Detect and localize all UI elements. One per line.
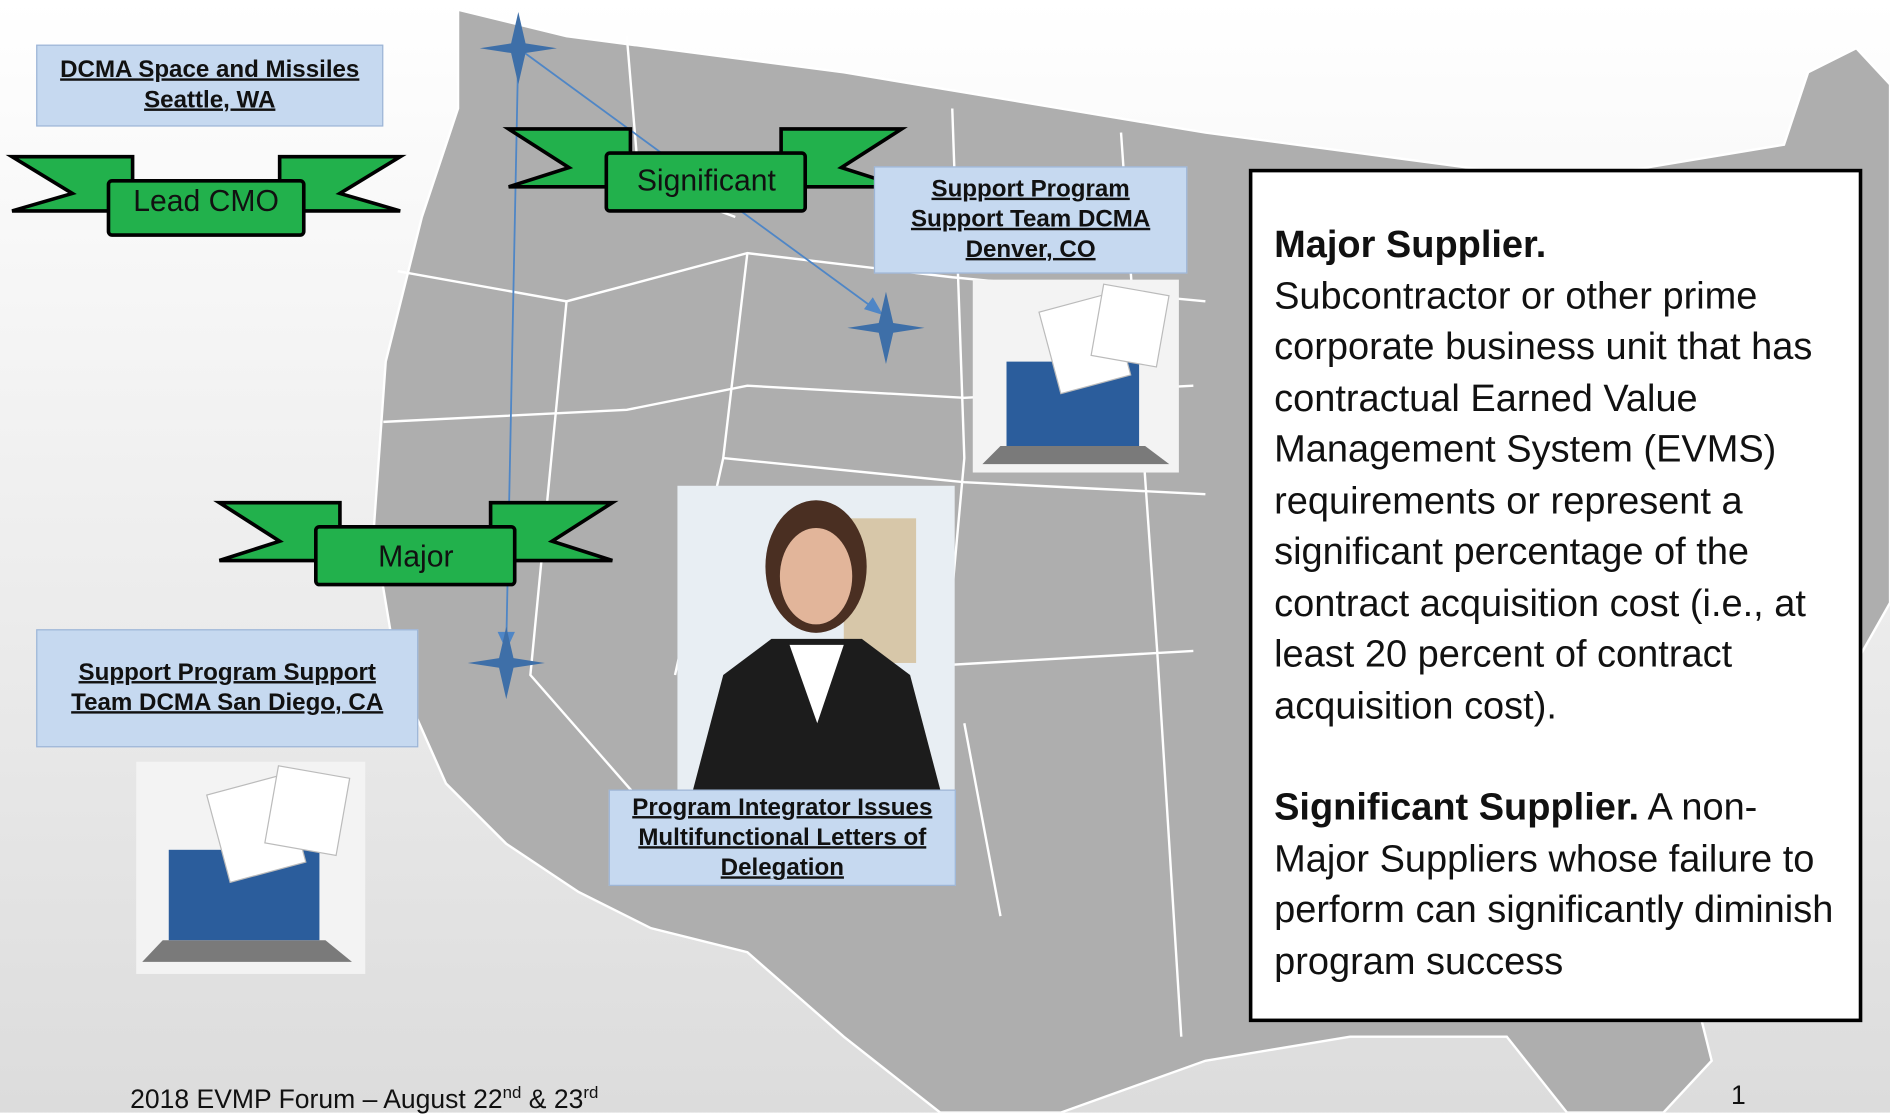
ribbon-label: Significant — [609, 164, 804, 199]
definition: Significant Supplier. A non-Major Suppli… — [1274, 781, 1837, 986]
definitions-box: Major Supplier. Subcontractor or other pr… — [1249, 169, 1863, 1022]
location-label: Program Integrator Issues Multifunctiona… — [609, 790, 956, 886]
footer-text: 2018 EVMP Forum – August 22 — [130, 1084, 502, 1114]
footer-sup: rd — [583, 1082, 598, 1101]
page: DCMA Space and Missiles Seattle, WA Supp… — [0, 0, 1890, 1113]
ribbon-label: Lead CMO — [111, 184, 301, 219]
footer: 2018 EVMP Forum – August 22nd & 23rd — [130, 1082, 598, 1115]
page-number: 1 — [1731, 1080, 1746, 1111]
location-label: Support Program Support Team DCMA San Di… — [36, 629, 418, 747]
definition: Major Supplier. Subcontractor or other pr… — [1274, 218, 1837, 730]
term: Major Supplier. — [1274, 222, 1546, 265]
ribbon-label: Major — [318, 540, 513, 575]
person-photo — [677, 486, 954, 790]
laptop-image — [136, 762, 365, 974]
footer-sup: nd — [503, 1082, 522, 1101]
slide: DCMA Space and Missiles Seattle, WA Supp… — [0, 0, 1890, 1113]
laptop-image — [973, 280, 1179, 473]
term: Significant Supplier. — [1274, 785, 1639, 828]
footer-text: & 23 — [521, 1084, 583, 1114]
definition-text: Subcontractor or other prime corporate b… — [1274, 273, 1812, 726]
location-label: Support Program Support Team DCMA Denver… — [874, 166, 1187, 273]
location-label: DCMA Space and Missiles Seattle, WA — [36, 45, 383, 127]
